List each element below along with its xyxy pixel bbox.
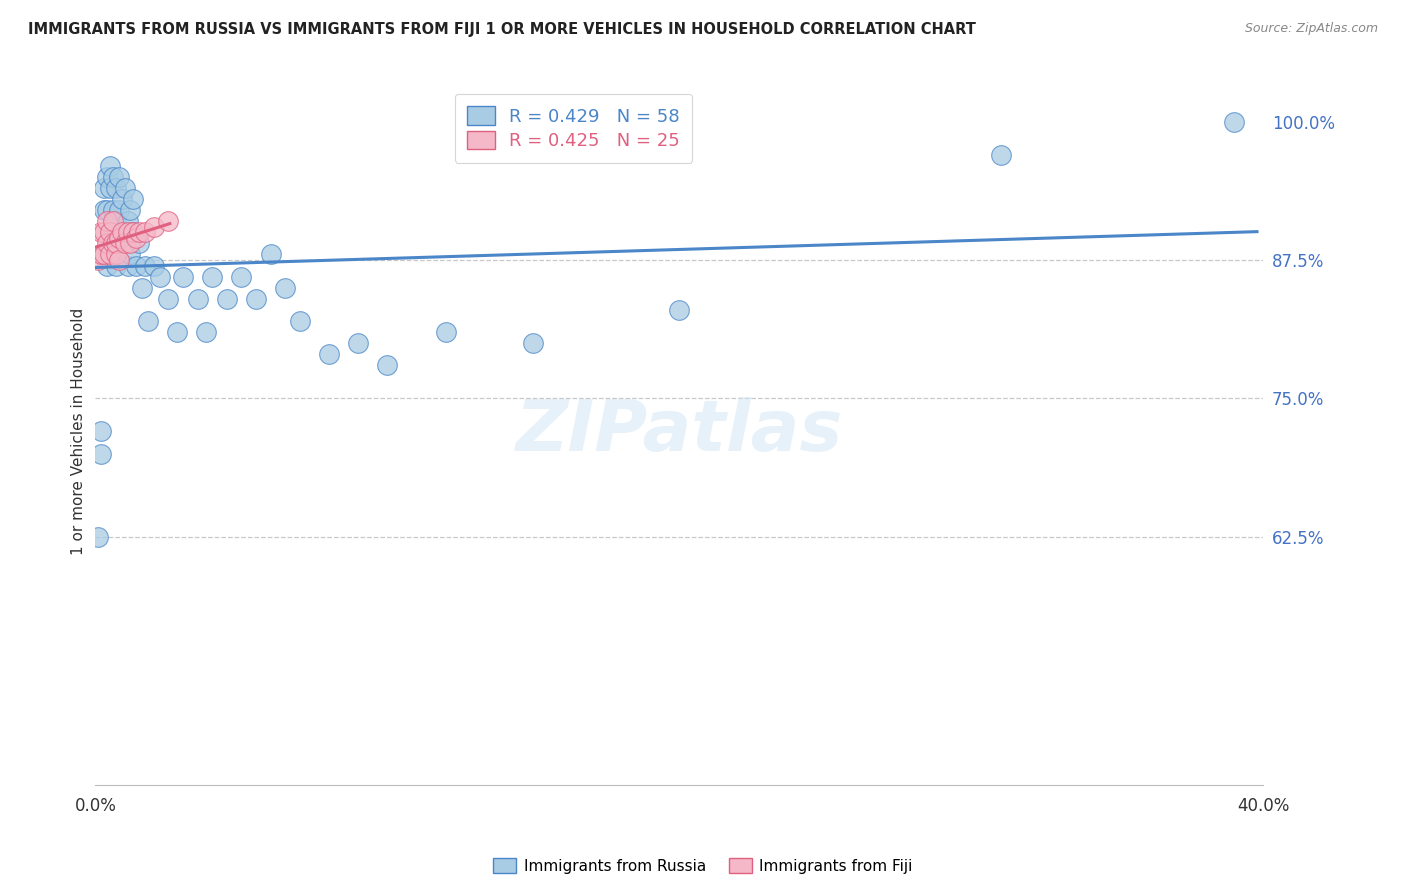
Point xyxy=(107,231,129,245)
Point xyxy=(125,259,148,273)
Point xyxy=(98,181,121,195)
Point xyxy=(104,236,127,251)
Point xyxy=(245,292,267,306)
Point xyxy=(101,214,124,228)
Point xyxy=(87,252,110,267)
Point xyxy=(187,292,209,306)
Point xyxy=(522,335,544,350)
Point xyxy=(101,247,124,261)
Point xyxy=(96,236,118,251)
Point xyxy=(166,325,188,339)
Point xyxy=(215,292,238,306)
Point xyxy=(120,236,142,251)
Point xyxy=(90,425,112,439)
Point xyxy=(107,169,129,184)
Point xyxy=(111,236,134,251)
Point xyxy=(157,214,180,228)
Point xyxy=(96,214,118,228)
Point xyxy=(117,214,139,228)
Point xyxy=(101,169,124,184)
Point xyxy=(990,148,1012,162)
Point xyxy=(98,225,121,239)
Y-axis label: 1 or more Vehicles in Household: 1 or more Vehicles in Household xyxy=(72,308,86,555)
Point xyxy=(120,247,142,261)
Point xyxy=(98,159,121,173)
Point xyxy=(111,192,134,206)
Point xyxy=(122,192,145,206)
Point xyxy=(104,247,127,261)
Point xyxy=(347,335,370,350)
Text: Source: ZipAtlas.com: Source: ZipAtlas.com xyxy=(1244,22,1378,36)
Point xyxy=(142,259,165,273)
Point xyxy=(134,259,156,273)
Point xyxy=(104,214,127,228)
Point xyxy=(117,225,139,239)
Point xyxy=(274,280,297,294)
Legend: R = 0.429   N = 58, R = 0.425   N = 25: R = 0.429 N = 58, R = 0.425 N = 25 xyxy=(454,94,692,163)
Point xyxy=(98,247,121,261)
Point xyxy=(201,269,224,284)
Point xyxy=(107,252,129,267)
Point xyxy=(136,314,159,328)
Point xyxy=(104,181,127,195)
Point xyxy=(142,219,165,234)
Point xyxy=(377,358,399,372)
Point xyxy=(114,225,136,239)
Point xyxy=(149,269,172,284)
Point xyxy=(96,169,118,184)
Point xyxy=(90,247,112,261)
Point xyxy=(107,236,129,251)
Point xyxy=(107,203,129,218)
Point xyxy=(288,314,311,328)
Point xyxy=(128,236,150,251)
Point xyxy=(111,225,134,239)
Point xyxy=(87,530,110,544)
Point xyxy=(104,259,127,273)
Point xyxy=(434,325,457,339)
Point xyxy=(195,325,218,339)
Point xyxy=(90,446,112,460)
Point xyxy=(114,181,136,195)
Point xyxy=(157,292,180,306)
Point xyxy=(96,203,118,218)
Legend: Immigrants from Russia, Immigrants from Fiji: Immigrants from Russia, Immigrants from … xyxy=(486,852,920,880)
Point xyxy=(101,203,124,218)
Point xyxy=(93,225,115,239)
Point xyxy=(93,181,115,195)
Point xyxy=(231,269,253,284)
Point xyxy=(1223,114,1246,128)
Point xyxy=(259,247,281,261)
Point xyxy=(90,225,112,239)
Point xyxy=(114,236,136,251)
Point xyxy=(172,269,194,284)
Point xyxy=(122,225,145,239)
Point xyxy=(131,280,153,294)
Point xyxy=(93,203,115,218)
Point xyxy=(125,231,148,245)
Point xyxy=(93,247,115,261)
Point xyxy=(134,225,156,239)
Point xyxy=(117,259,139,273)
Point xyxy=(98,225,121,239)
Point xyxy=(318,347,340,361)
Text: IMMIGRANTS FROM RUSSIA VS IMMIGRANTS FROM FIJI 1 OR MORE VEHICLES IN HOUSEHOLD C: IMMIGRANTS FROM RUSSIA VS IMMIGRANTS FRO… xyxy=(28,22,976,37)
Point xyxy=(120,203,142,218)
Point xyxy=(128,225,150,239)
Text: ZIPatlas: ZIPatlas xyxy=(516,397,844,466)
Point xyxy=(101,236,124,251)
Point xyxy=(93,247,115,261)
Point xyxy=(96,259,118,273)
Point xyxy=(668,302,690,317)
Point xyxy=(122,225,145,239)
